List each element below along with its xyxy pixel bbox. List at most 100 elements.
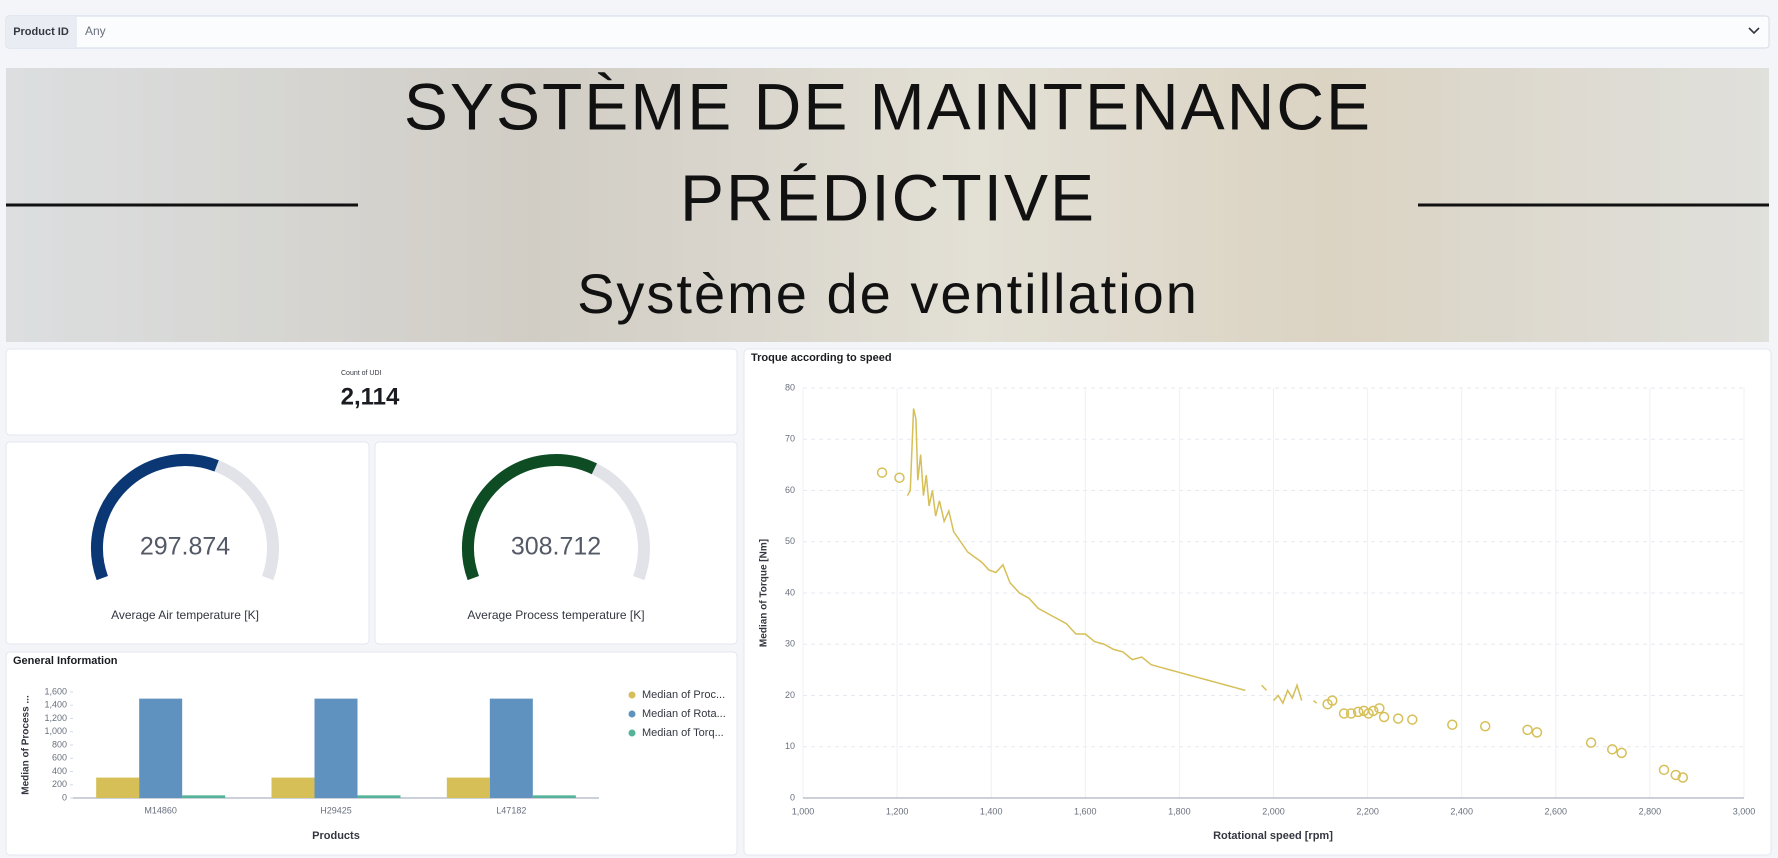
x-tick-label: 1,600 (1074, 806, 1097, 816)
filter-value[interactable]: Any (85, 24, 106, 38)
x-tick-label: M14860 (144, 805, 177, 815)
x-tick-label: 2,000 (1262, 806, 1285, 816)
dropdown-chevron[interactable] (1748, 27, 1760, 35)
data-point (1616, 747, 1627, 759)
data-point (1677, 772, 1689, 783)
y-tick-label: 400 (52, 766, 67, 776)
data-point (1670, 769, 1682, 781)
y-tick-label: 20 (785, 690, 795, 700)
x-tick-label: 2,600 (1545, 806, 1568, 816)
data-point (1374, 703, 1385, 714)
x-tick-label: 2,800 (1639, 806, 1662, 816)
filter-label: Product ID (13, 26, 69, 38)
y-tick-label: 50 (785, 536, 795, 546)
data-point (1378, 711, 1390, 723)
data-point (1392, 713, 1404, 724)
bar (182, 795, 226, 798)
y-tick-label: 800 (52, 739, 67, 749)
legend-label: Median of Proc... (642, 689, 725, 701)
legend-label: Median of Torq... (642, 727, 724, 739)
x-axis-title: Rotational speed [rpm] (1213, 830, 1333, 842)
legend-swatch (628, 691, 636, 699)
y-tick-label: 200 (52, 779, 67, 789)
bar-panel (5, 651, 738, 856)
data-point (1607, 744, 1618, 755)
y-tick-label: 1,000 (44, 726, 67, 736)
y-tick-label: 1,200 (44, 713, 67, 723)
banner-title: PRÉDICTIVE (680, 160, 1096, 234)
y-tick-label: 1,600 (44, 686, 67, 696)
y-tick-label: 0 (790, 792, 795, 802)
y-tick-label: 60 (785, 485, 795, 495)
gauge-value: 308.712 (511, 533, 601, 561)
y-tick-label: 80 (785, 382, 795, 392)
metric-value: 2,114 (341, 383, 400, 410)
x-tick-label: 1,000 (792, 806, 815, 816)
y-tick-label: 0 (62, 792, 67, 802)
gauge-label: Average Process temperature [K] (467, 608, 644, 622)
bar (271, 777, 315, 798)
data-point (1407, 714, 1418, 725)
bar (139, 698, 183, 798)
x-tick-label: 1,800 (1168, 806, 1191, 816)
x-axis-title: Products (312, 830, 360, 842)
y-tick-label: 1,400 (44, 700, 67, 710)
x-tick-label: 1,400 (980, 806, 1003, 816)
banner-subtitle: Système de ventillation (577, 262, 1199, 325)
gauge-panel (374, 441, 738, 645)
y-axis-title: Median of Torque [Nm] (759, 539, 770, 647)
bar (314, 698, 358, 798)
data-point (1658, 764, 1670, 776)
data-point (1327, 695, 1338, 706)
data-line (1261, 684, 1267, 691)
y-axis-title: Median of Process ... (21, 695, 32, 795)
x-tick-label: H29425 (320, 805, 352, 815)
data-point (1479, 721, 1491, 732)
x-tick-label: L47182 (496, 805, 526, 815)
x-tick-label: 2,200 (1356, 806, 1379, 816)
line-panel (743, 348, 1772, 856)
banner-title: SYSTÈME DE MAINTENANCE (404, 69, 1372, 143)
data-point (1345, 708, 1357, 719)
bar (357, 795, 401, 798)
x-tick-label: 3,000 (1733, 806, 1756, 816)
data-point (876, 467, 888, 478)
gauge-panel (5, 441, 370, 645)
data-point (1447, 719, 1458, 730)
panel-title: General Information (13, 655, 118, 667)
legend-swatch (628, 710, 636, 718)
data-point (1338, 708, 1350, 719)
bar (96, 777, 140, 798)
x-tick-label: 2,400 (1450, 806, 1473, 816)
gauge-arc (91, 454, 219, 581)
panel-title: Troque according to speed (751, 352, 892, 364)
bar (446, 777, 490, 798)
legend-label: Median of Rota... (642, 708, 726, 720)
y-tick-label: 30 (785, 639, 795, 649)
y-tick-label: 70 (785, 434, 795, 444)
data-line (1272, 682, 1303, 705)
data-point (894, 472, 905, 483)
data-point (1522, 724, 1533, 736)
data-line (906, 408, 1246, 692)
data-point (1367, 705, 1379, 717)
metric-panel (5, 348, 738, 436)
y-tick-label: 10 (785, 741, 795, 751)
filter-control[interactable]: Product ID Any (5, 15, 1770, 49)
gauge-value: 297.874 (140, 533, 230, 561)
data-point (1531, 727, 1543, 738)
legend-swatch (628, 729, 636, 737)
data-line (1313, 700, 1318, 704)
filter-box[interactable] (5, 15, 1770, 49)
y-tick-label: 600 (52, 753, 67, 763)
x-tick-label: 1,200 (886, 806, 909, 816)
y-tick-label: 40 (785, 587, 795, 597)
data-point (1352, 706, 1364, 718)
bar (489, 698, 533, 798)
gauge-label: Average Air temperature [K] (111, 608, 259, 622)
gauge-arc (462, 454, 597, 581)
bar (532, 795, 576, 798)
filter-label-box (6, 16, 77, 48)
